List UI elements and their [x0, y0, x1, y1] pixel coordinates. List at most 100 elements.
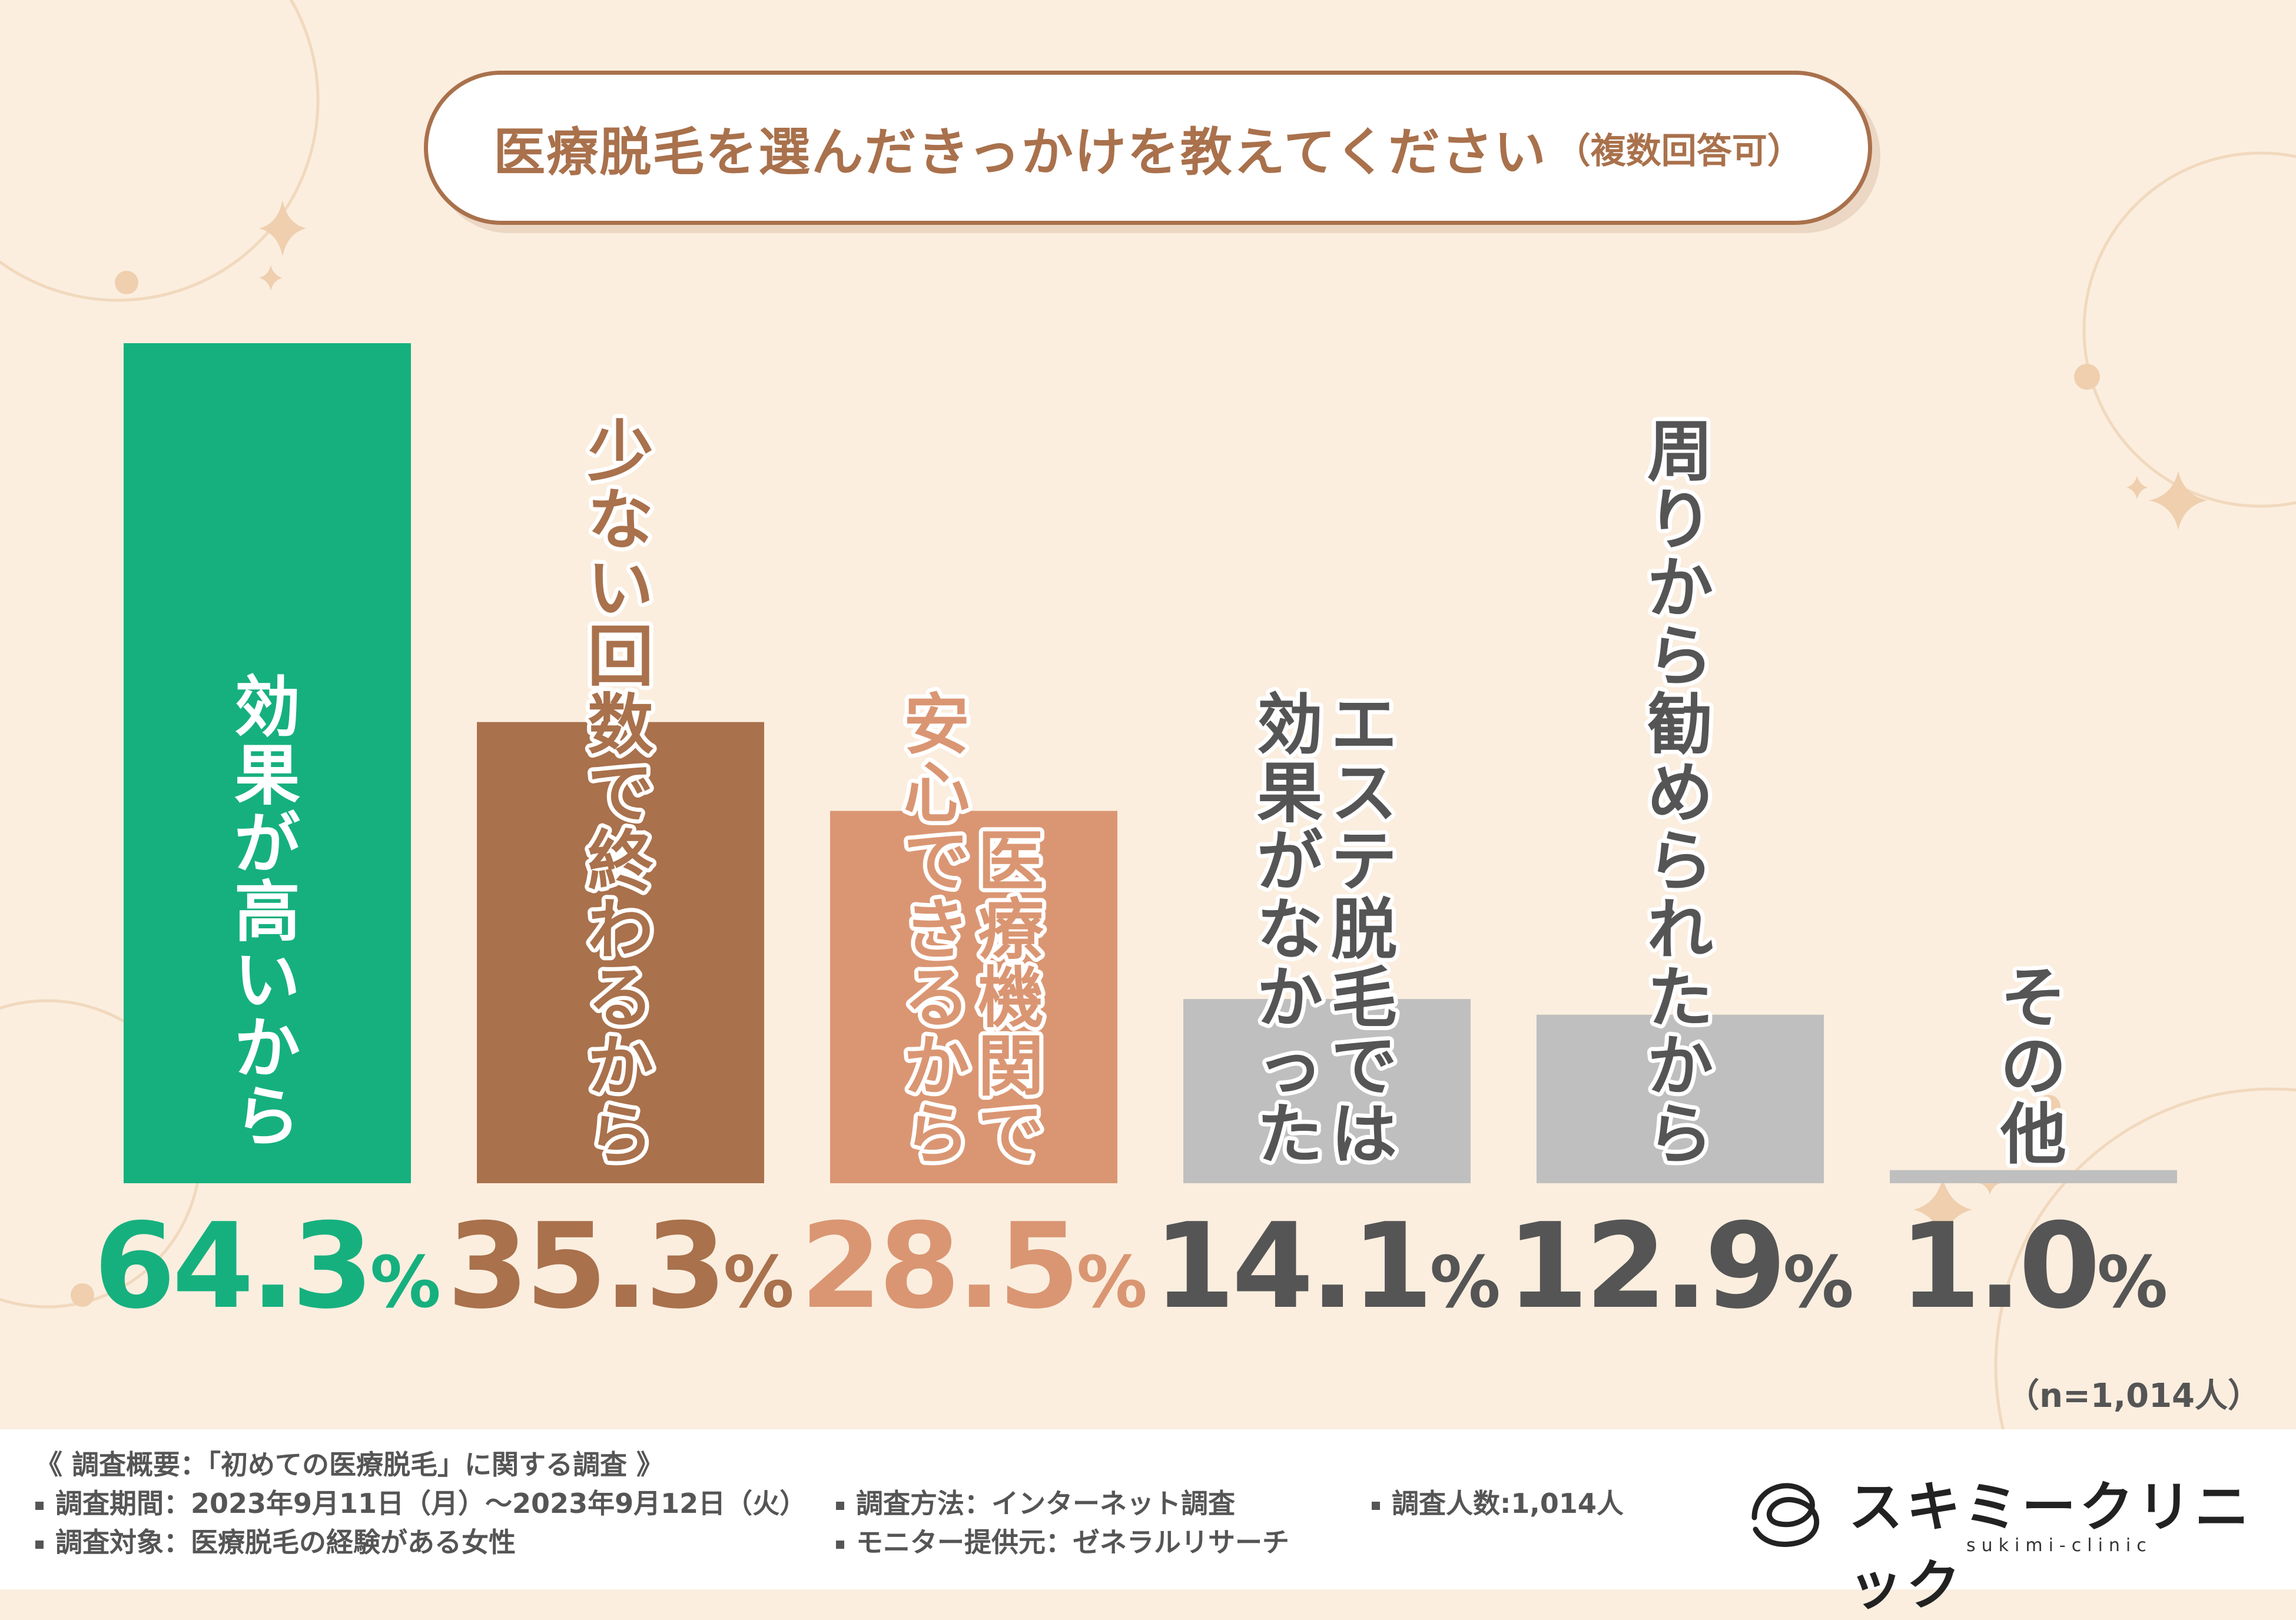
- logo-mark-icon: [1751, 1483, 1820, 1547]
- category-label-char: な: [588, 482, 653, 559]
- category-label-char: が: [1257, 824, 1323, 900]
- bar: [1183, 999, 1471, 1183]
- bullet-icon: [35, 1540, 44, 1549]
- survey-period: 調査期間：2023年9月11日（月）～2023年9月12日（火）: [55, 1488, 807, 1519]
- category-label-char: 周: [1647, 414, 1713, 490]
- value-label: 28.5%: [800, 1198, 1147, 1335]
- clinic-logo: スキミークリニック sukimi-clinic: [1737, 1453, 2267, 1617]
- category-label-char: か: [588, 1028, 653, 1105]
- deco-circle: [2082, 151, 2296, 508]
- category-label-char: か: [1647, 550, 1713, 627]
- survey-method: 調査方法：インターネット調査: [856, 1488, 1235, 1519]
- bullet-icon: [1372, 1501, 1380, 1510]
- survey-period-row: 調査期間：2023年9月11日（月）～2023年9月12日（火）: [35, 1482, 807, 1521]
- deco-dot: [115, 271, 138, 294]
- category-label-char: れ: [1647, 892, 1713, 968]
- bar: [1537, 1014, 1824, 1183]
- category-label-char: ら: [1647, 1097, 1713, 1173]
- category-label-char: 高: [234, 874, 300, 951]
- category-label-char: 数: [588, 687, 653, 763]
- category-label-char: が: [234, 806, 300, 882]
- category-label-char: い: [588, 550, 653, 627]
- category-label-char: 関: [978, 1028, 1044, 1105]
- bullet-icon: [836, 1501, 844, 1510]
- category-label-char: っ: [1257, 1028, 1323, 1105]
- deco-dot: [2074, 364, 2100, 390]
- survey-monitor: モニター提供元：ゼネラルリサーチ: [856, 1526, 1289, 1558]
- category-label-char: で: [978, 1097, 1044, 1173]
- category-label-char: ら: [1647, 824, 1713, 900]
- category-label-char: で: [588, 755, 653, 832]
- sparkle-icon: [1913, 1177, 1972, 1242]
- category-label-char: 効: [234, 669, 300, 746]
- category-label-char: ら: [1647, 619, 1713, 695]
- bar: [477, 722, 764, 1183]
- category-label-char: 少: [588, 414, 653, 490]
- bar: [1890, 1170, 2177, 1183]
- category-label-char: き: [904, 892, 970, 968]
- bullet-icon: [836, 1540, 844, 1549]
- survey-monitor-row: モニター提供元：ゼネラルリサーチ: [836, 1521, 1289, 1560]
- clinic-name: スキミークリニック: [1849, 1476, 2253, 1617]
- category-label-char: 療: [978, 892, 1044, 968]
- category-label-char: 効: [1257, 687, 1323, 763]
- category-label-char: か: [1647, 1028, 1713, 1105]
- category-label-char: め: [1647, 755, 1713, 832]
- category-label-char: テ: [1331, 824, 1397, 900]
- category-label-char: か: [904, 1028, 970, 1105]
- category-label-char: た: [1647, 960, 1713, 1037]
- survey-count: 調査人数:1,014人: [1392, 1488, 1624, 1519]
- sample-size: （n=1,014人）: [2006, 1377, 2261, 1415]
- value-label: 64.3%: [94, 1198, 441, 1335]
- clinic-name-romaji: sukimi-clinic: [1966, 1535, 2152, 1556]
- category-label-char: い: [234, 942, 300, 1019]
- category-label-char: か: [1257, 960, 1323, 1037]
- category-label-char: は: [1331, 1097, 1397, 1173]
- category-label-char: 他: [2000, 1097, 2066, 1173]
- value-label: 14.1%: [1153, 1198, 1501, 1335]
- survey-count-row: 調査人数:1,014人: [1372, 1482, 1624, 1521]
- bar: [830, 811, 1117, 1183]
- deco-circle: [1994, 1087, 2296, 1589]
- deco-dot: [71, 1283, 94, 1307]
- category-label-char: り: [1647, 482, 1713, 559]
- bullet-icon: [35, 1501, 44, 1510]
- category-label-char: の: [2000, 1028, 2066, 1105]
- category-label-char: 心: [904, 755, 970, 832]
- category-label-char: る: [588, 960, 653, 1037]
- category-label-char: 回: [588, 619, 653, 695]
- value-label: 1.0%: [1899, 1198, 2168, 1335]
- sparkle-icon: [2126, 476, 2148, 499]
- survey-method-row: 調査方法：インターネット調査: [836, 1482, 1235, 1521]
- category-label-char: 勧: [1647, 687, 1713, 763]
- category-label-char: 機: [978, 960, 1044, 1037]
- category-label-char: か: [234, 1011, 300, 1087]
- category-label-char: 安: [904, 687, 970, 763]
- deco-circle: [0, 0, 320, 302]
- value-label: 35.3%: [447, 1198, 794, 1335]
- category-label-char: た: [1257, 1097, 1323, 1173]
- category-label-char: 果: [1257, 755, 1323, 832]
- survey-target: 調査対象：医療脱毛の経験がある女性: [55, 1526, 516, 1558]
- category-label-char: ら: [904, 1097, 970, 1173]
- category-label-char: 医: [978, 824, 1044, 900]
- value-label: 12.9%: [1507, 1198, 1854, 1335]
- category-label-char: わ: [588, 892, 653, 968]
- category-label-char: ら: [234, 1079, 300, 1156]
- category-label-char: 終: [588, 824, 653, 900]
- category-label-char: な: [1257, 892, 1323, 968]
- category-label-char: 毛: [1331, 960, 1397, 1037]
- survey-target-row: 調査対象：医療脱毛の経験がある女性: [35, 1521, 516, 1560]
- category-label-char: ら: [588, 1097, 653, 1173]
- chart-subtitle: （複数回答可）: [1555, 130, 1803, 172]
- title-box: 医療脱毛を選んだきっかけを教えてください （複数回答可）: [424, 71, 1872, 225]
- sparkle-icon: [259, 200, 306, 257]
- deco-dot: [2037, 1095, 2061, 1118]
- sparkle-icon: [259, 265, 283, 291]
- category-label-char: エ: [1331, 687, 1397, 763]
- chart-title: 医療脱毛を選んだきっかけを教えてください: [493, 121, 1547, 182]
- category-label-char: ス: [1331, 755, 1397, 832]
